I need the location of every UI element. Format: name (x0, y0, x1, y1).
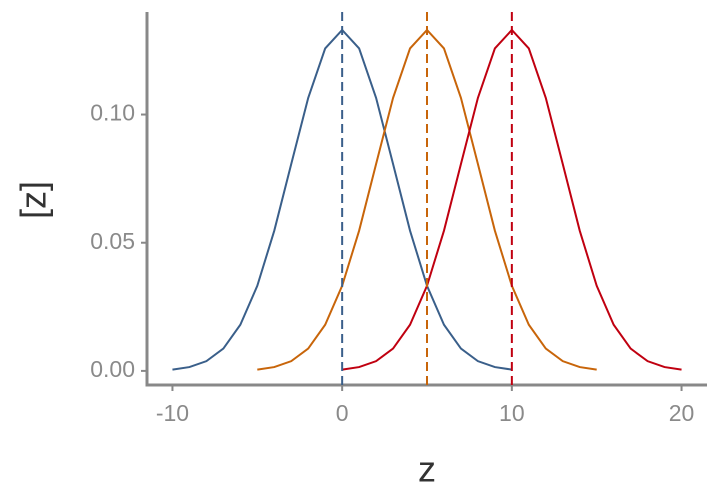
x-tick-label: 10 (499, 400, 525, 426)
x-axis-label: z (418, 449, 436, 490)
y-tick-label: 0.05 (90, 228, 135, 254)
y-axis-label: [z] (13, 181, 54, 219)
y-tick-label: 0.00 (90, 356, 135, 382)
y-tick-label: 0.10 (90, 100, 135, 126)
x-tick-label: 20 (669, 400, 695, 426)
x-tick-label: -10 (156, 400, 189, 426)
x-tick-label: 0 (336, 400, 349, 426)
